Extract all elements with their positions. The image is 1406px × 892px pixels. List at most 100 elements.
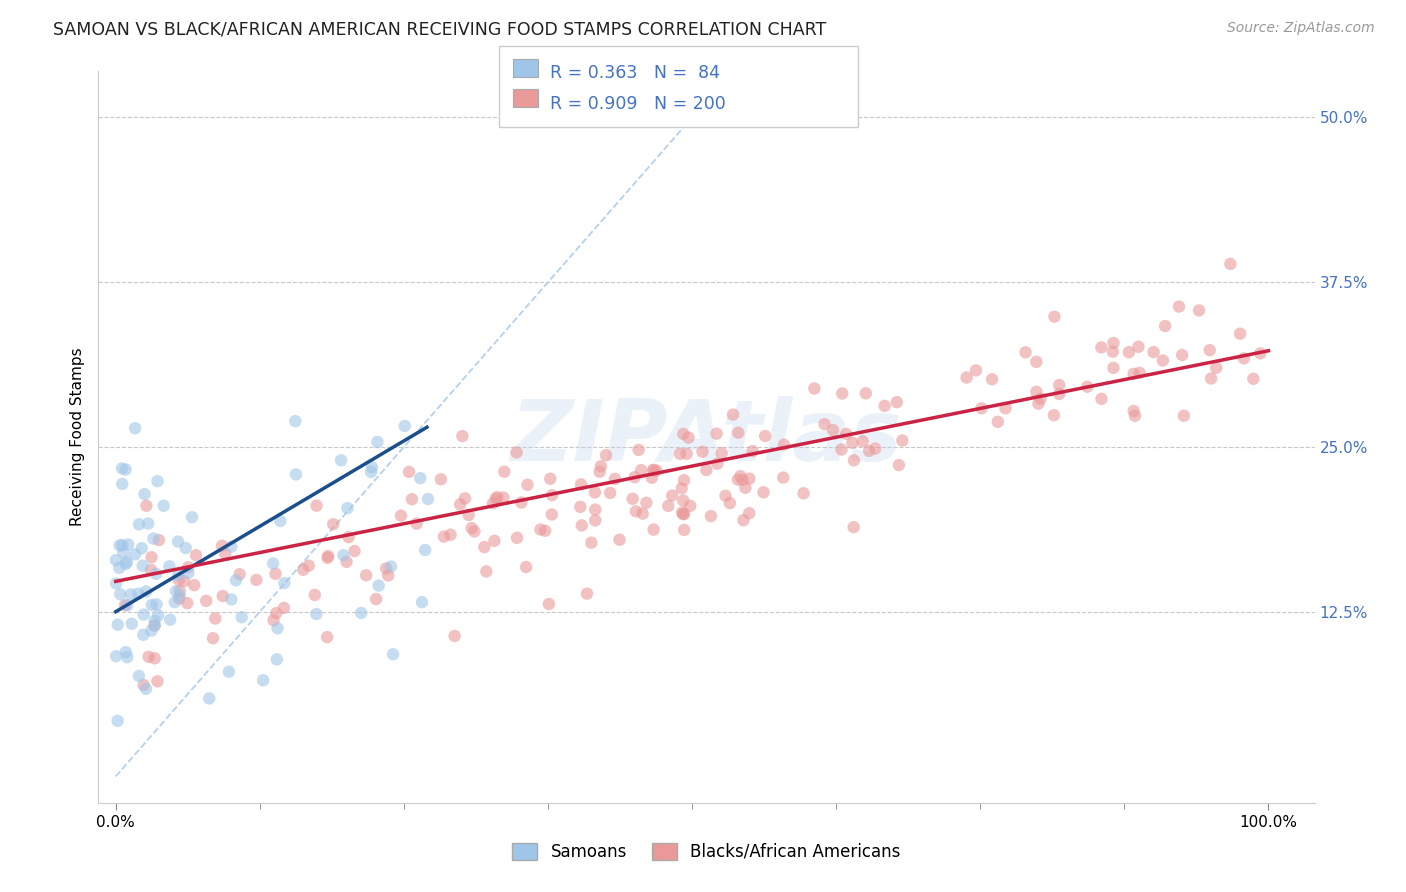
Point: [887, 458, 910, 472]
Point: [117, 650, 139, 665]
Point: [135, 681, 157, 696]
Point: [364, 592, 387, 607]
Point: [146, 608, 169, 623]
Point: [305, 607, 328, 621]
Point: [263, 613, 285, 627]
Point: [389, 508, 412, 523]
Point: [401, 492, 423, 507]
Point: [603, 472, 626, 486]
Point: [211, 539, 233, 553]
Point: [146, 474, 169, 488]
Point: [855, 386, 877, 401]
Point: [706, 457, 728, 471]
Point: [377, 568, 399, 582]
Point: [304, 588, 326, 602]
Point: [398, 465, 420, 479]
Legend: Samoans, Blacks/African Americans: Samoans, Blacks/African Americans: [506, 836, 907, 868]
Point: [643, 463, 665, 477]
Point: [569, 477, 592, 491]
Point: [105, 576, 128, 591]
Point: [1047, 378, 1070, 392]
Point: [718, 496, 741, 510]
Point: [252, 673, 274, 688]
Point: [132, 628, 155, 642]
Point: [727, 473, 749, 487]
Point: [675, 447, 697, 461]
Point: [361, 460, 384, 475]
Point: [981, 372, 1004, 386]
Point: [534, 524, 557, 538]
Point: [505, 445, 527, 459]
Point: [672, 493, 695, 508]
Point: [1129, 366, 1152, 380]
Point: [305, 499, 328, 513]
Point: [1168, 300, 1191, 314]
Point: [108, 538, 131, 552]
Point: [104, 553, 127, 567]
Point: [695, 463, 717, 477]
Point: [1229, 326, 1251, 341]
Point: [631, 507, 654, 521]
Point: [141, 550, 163, 565]
Point: [965, 363, 987, 377]
Point: [475, 565, 498, 579]
Point: [416, 491, 439, 506]
Point: [863, 442, 886, 456]
Point: [621, 491, 644, 506]
Point: [583, 485, 606, 500]
Point: [177, 566, 200, 580]
Point: [183, 578, 205, 592]
Point: [1154, 318, 1177, 333]
Point: [105, 649, 128, 664]
Point: [886, 395, 908, 409]
Point: [115, 555, 138, 569]
Point: [752, 485, 775, 500]
Point: [1043, 310, 1066, 324]
Point: [679, 499, 702, 513]
Point: [409, 471, 432, 485]
Point: [262, 557, 284, 571]
Point: [245, 573, 267, 587]
Point: [127, 587, 149, 601]
Point: [322, 517, 344, 532]
Point: [163, 595, 186, 609]
Point: [1249, 346, 1271, 360]
Point: [354, 568, 377, 582]
Point: [672, 426, 695, 441]
Point: [706, 426, 728, 441]
Point: [623, 470, 645, 484]
Point: [673, 523, 696, 537]
Point: [987, 415, 1010, 429]
Point: [741, 444, 763, 458]
Point: [624, 504, 647, 518]
Point: [571, 518, 593, 533]
Point: [167, 573, 190, 587]
Point: [264, 566, 287, 581]
Point: [1102, 335, 1125, 350]
Point: [569, 500, 592, 514]
Point: [575, 587, 598, 601]
Point: [1025, 384, 1047, 399]
Point: [873, 399, 896, 413]
Point: [1102, 360, 1125, 375]
Point: [858, 443, 880, 458]
Point: [672, 507, 695, 521]
Point: [1043, 409, 1066, 423]
Point: [821, 423, 844, 437]
Point: [411, 595, 433, 609]
Point: [515, 560, 537, 574]
Point: [135, 584, 157, 599]
Point: [1152, 353, 1174, 368]
Point: [332, 548, 354, 562]
Point: [111, 461, 134, 475]
Point: [114, 462, 136, 476]
Point: [609, 533, 631, 547]
Point: [316, 550, 339, 565]
Point: [284, 414, 307, 428]
Point: [173, 574, 195, 588]
Point: [643, 523, 665, 537]
Point: [167, 534, 190, 549]
Point: [772, 470, 794, 484]
Text: Source: ZipAtlas.com: Source: ZipAtlas.com: [1227, 21, 1375, 35]
Point: [529, 523, 551, 537]
